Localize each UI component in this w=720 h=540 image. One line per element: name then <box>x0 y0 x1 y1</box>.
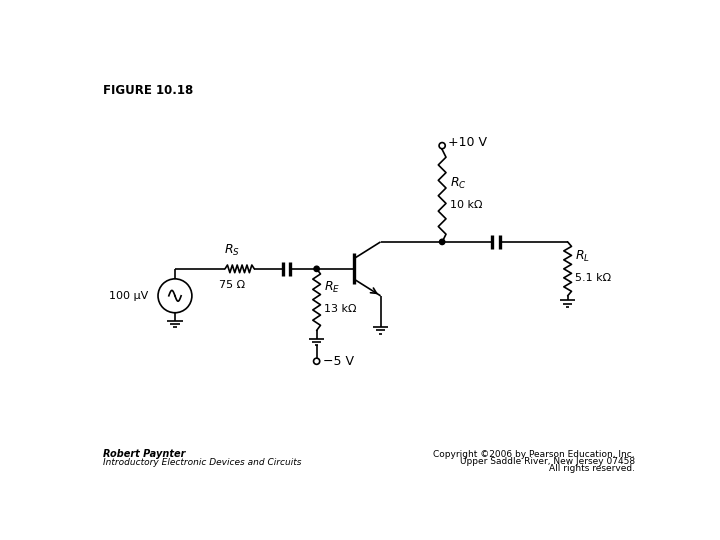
Circle shape <box>439 239 445 245</box>
Circle shape <box>314 266 320 272</box>
Text: $R_E$: $R_E$ <box>324 280 341 295</box>
Text: 100 μV: 100 μV <box>109 291 148 301</box>
Text: All rights reserved.: All rights reserved. <box>549 464 634 473</box>
Text: $R_S$: $R_S$ <box>224 243 240 258</box>
Text: Robert Paynter: Robert Paynter <box>104 449 186 459</box>
Text: Upper Saddle River, New Jersey 07458: Upper Saddle River, New Jersey 07458 <box>459 457 634 466</box>
Text: 5.1 kΩ: 5.1 kΩ <box>575 273 611 284</box>
Text: FIGURE 10.18: FIGURE 10.18 <box>104 84 194 97</box>
Text: 13 kΩ: 13 kΩ <box>324 304 357 314</box>
Text: Copyright ©2006 by Pearson Education, Inc.: Copyright ©2006 by Pearson Education, In… <box>433 450 634 459</box>
Text: $R_L$: $R_L$ <box>575 249 590 264</box>
Text: 10 kΩ: 10 kΩ <box>450 200 482 210</box>
Text: 75 Ω: 75 Ω <box>219 280 245 289</box>
Text: +10 V: +10 V <box>449 136 487 149</box>
Text: −5 V: −5 V <box>323 355 354 368</box>
Text: $R_C$: $R_C$ <box>450 176 467 191</box>
Text: Introductory Electronic Devices and Circuits: Introductory Electronic Devices and Circ… <box>104 458 302 467</box>
